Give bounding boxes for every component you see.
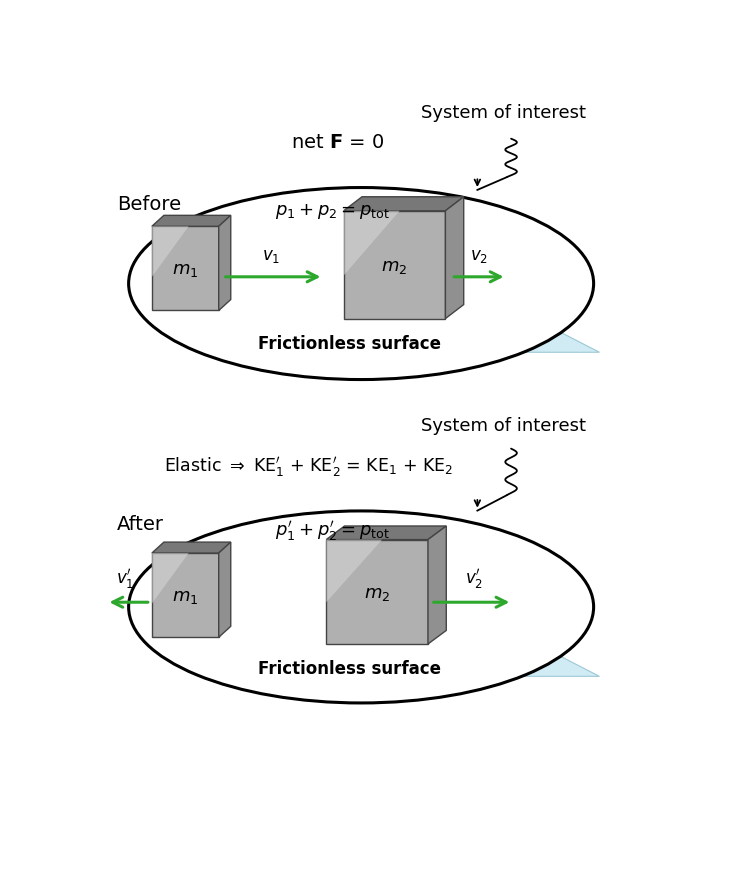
Polygon shape [152,542,231,553]
Polygon shape [326,540,428,644]
Text: System of interest: System of interest [421,104,586,122]
Polygon shape [152,326,599,353]
Polygon shape [326,540,382,602]
Polygon shape [152,553,189,604]
Polygon shape [219,215,231,311]
Text: $v_2$: $v_2$ [470,248,488,265]
Text: $m_2$: $m_2$ [364,584,390,603]
Polygon shape [152,215,231,227]
Polygon shape [219,542,231,637]
Polygon shape [428,526,446,644]
Polygon shape [446,197,464,318]
Text: $v_1$: $v_1$ [262,248,280,265]
Ellipse shape [129,511,594,703]
Polygon shape [326,526,446,540]
Polygon shape [152,649,599,676]
Text: $v_1'$: $v_1'$ [116,567,134,591]
Text: Elastic $\Rightarrow$ KE$_1'$ + KE$_2'$ = KE$_1$ + KE$_2$: Elastic $\Rightarrow$ KE$_1'$ + KE$_2'$ … [164,455,454,479]
Text: Frictionless surface: Frictionless surface [258,335,441,354]
Text: After: After [117,514,164,534]
Text: $p_1 + p_2 = p_\mathrm{tot}$: $p_1 + p_2 = p_\mathrm{tot}$ [274,202,389,221]
Ellipse shape [129,187,594,380]
Text: net $\mathbf{F}$ = 0: net $\mathbf{F}$ = 0 [291,132,385,151]
Text: Frictionless surface: Frictionless surface [258,660,441,678]
Text: $m_2$: $m_2$ [382,258,408,276]
Text: $p_1' + p_2' = p_\mathrm{tot}$: $p_1' + p_2' = p_\mathrm{tot}$ [274,520,389,543]
Polygon shape [344,197,464,211]
Polygon shape [344,211,400,276]
Text: $m_1$: $m_1$ [172,588,199,605]
Polygon shape [152,227,219,311]
Polygon shape [344,211,446,318]
Text: $v_2'$: $v_2'$ [466,567,484,591]
Text: System of interest: System of interest [421,417,586,435]
Text: $m_1$: $m_1$ [172,261,199,279]
Text: Before: Before [117,194,182,214]
Polygon shape [152,553,219,637]
Polygon shape [152,227,189,276]
